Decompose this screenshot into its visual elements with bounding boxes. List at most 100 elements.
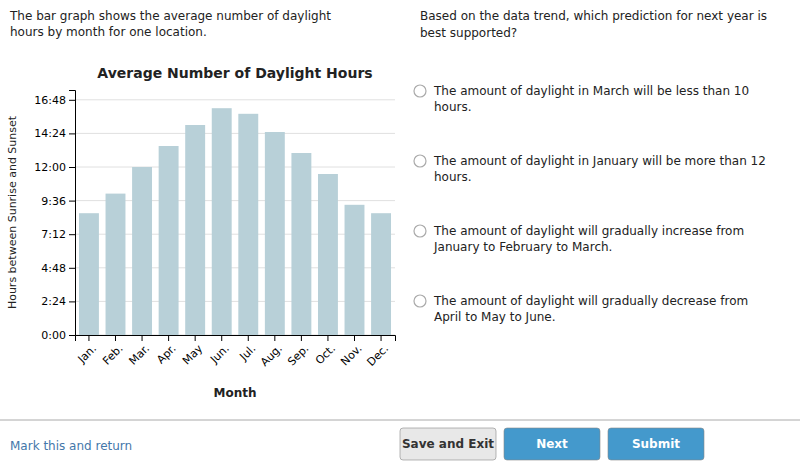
y-tick-label: 4:48 [41, 262, 66, 275]
option-text-line[interactable]: hours. [434, 170, 472, 184]
x-tick: Jan. [75, 335, 99, 366]
x-tick: Jul. [237, 335, 259, 364]
x-tick-label: Sep. [285, 342, 311, 368]
x-tick-mark [221, 335, 222, 341]
x-axis-line [76, 336, 396, 342]
x-tick-label: May [180, 342, 206, 368]
y-tick: 14:24 [34, 127, 75, 140]
button-label[interactable]: Submit [632, 437, 680, 451]
x-tick-label: Dec. [364, 342, 391, 369]
button-box[interactable] [504, 428, 600, 460]
option[interactable]: The amount of daylight in January will b… [414, 154, 766, 184]
button-label[interactable]: Next [536, 437, 568, 451]
bar [185, 125, 205, 335]
x-axis: Jan.Feb.Mar.Apr.MayJun.Jul.Aug.Sep.Oct.N… [75, 335, 396, 369]
y-tick: 4:48 [41, 262, 75, 275]
y-tick: 16:48 [34, 94, 75, 107]
x-tick-label: Feb. [100, 342, 125, 367]
y-tick: 0:00 [41, 329, 75, 342]
x-tick: Oct. [313, 335, 338, 367]
x-axis-title: Month [213, 386, 256, 400]
radio-button[interactable] [414, 85, 426, 97]
bar [106, 194, 126, 335]
bar [132, 167, 152, 335]
question-text: Based on the data trend, which predictio… [420, 9, 767, 40]
bar [79, 213, 99, 335]
option-text-line[interactable]: The amount of daylight will gradually in… [433, 224, 744, 238]
y-tick-label: 0:00 [41, 329, 66, 342]
y-tick-mark [69, 167, 75, 168]
x-tick-mark [88, 335, 89, 341]
y-tick-label: 14:24 [34, 127, 66, 140]
option[interactable]: The amount of daylight will gradually in… [414, 224, 744, 254]
button[interactable]: Next [504, 428, 600, 460]
option-text[interactable]: The amount of daylight in March will be … [433, 84, 749, 114]
x-tick-mark [142, 335, 143, 341]
question-text-line: Based on the data trend, which predictio… [420, 9, 767, 23]
grid [75, 100, 395, 335]
option-text-line[interactable]: January to February to March. [433, 240, 612, 254]
radio-button[interactable] [414, 155, 426, 167]
button-label[interactable]: Save and Exit [402, 437, 494, 451]
option-text-line[interactable]: hours. [434, 100, 472, 114]
button[interactable]: Submit [608, 428, 704, 460]
x-tick-mark [115, 335, 116, 341]
option-text[interactable]: The amount of daylight will gradually de… [433, 294, 748, 324]
x-tick: Nov. [338, 335, 364, 368]
x-tick-label: Oct. [313, 342, 338, 367]
option-text-line[interactable]: The amount of daylight in March will be … [433, 84, 749, 98]
page: The bar graph shows the average number o… [0, 0, 800, 473]
option-text-line[interactable]: April to May to June. [434, 310, 556, 324]
bar [318, 174, 338, 335]
intro-text-line: hours by month for one location. [10, 25, 207, 39]
y-tick: 9:36 [41, 195, 75, 208]
y-tick-mark [69, 234, 75, 235]
chart-title: Average Number of Daylight Hours [97, 65, 372, 81]
grid-line [75, 167, 395, 168]
option-text[interactable]: The amount of daylight in January will b… [433, 154, 766, 184]
option[interactable]: The amount of daylight will gradually de… [414, 294, 748, 324]
y-axis: 0:002:244:487:129:3612:0014:2416:48 [34, 91, 75, 343]
bar [159, 146, 179, 335]
x-tick-label: Apr. [154, 342, 178, 366]
y-tick-label: 16:48 [34, 94, 66, 107]
option-text-line[interactable]: The amount of daylight will gradually de… [433, 294, 748, 308]
x-tick: Feb. [100, 335, 125, 368]
bar [371, 213, 391, 335]
question-text-line: best supported? [420, 26, 517, 40]
y-tick: 12:00 [34, 161, 75, 174]
button-box[interactable] [608, 428, 704, 460]
x-tick-mark [274, 335, 275, 341]
bar [345, 205, 365, 335]
y-tick: 7:12 [41, 228, 75, 241]
x-tick-mark [327, 335, 328, 341]
y-tick-label: 7:12 [41, 228, 66, 241]
x-tick-label: Jan. [75, 342, 99, 366]
bar [265, 132, 285, 335]
x-tick-label: Aug. [258, 342, 285, 369]
bar [238, 114, 258, 335]
x-tick: Sep. [285, 335, 311, 368]
radio-button[interactable] [414, 225, 426, 237]
x-tick: Aug. [258, 335, 285, 369]
bar [212, 108, 232, 335]
x-tick: Dec. [364, 335, 391, 369]
bar [291, 153, 311, 335]
y-tick-mark [69, 301, 75, 302]
option-text[interactable]: The amount of daylight will gradually in… [433, 224, 744, 254]
radio-button[interactable] [414, 295, 426, 307]
x-tick: May [180, 335, 206, 367]
link[interactable]: Mark this and return [10, 439, 132, 453]
x-tick-mark [381, 335, 382, 341]
y-axis-title: Hours between Sunrise and Sunset [6, 115, 19, 309]
x-tick-label: Mar. [126, 342, 152, 368]
option-text-line[interactable]: The amount of daylight in January will b… [433, 154, 766, 168]
grid-line [75, 133, 395, 134]
x-tick-label: Jul. [237, 342, 259, 364]
y-tick-label: 9:36 [41, 195, 66, 208]
button[interactable]: Save and Exit [400, 428, 496, 460]
button-box[interactable] [400, 428, 496, 460]
x-tick: Mar. [126, 335, 152, 368]
option[interactable]: The amount of daylight in March will be … [414, 84, 749, 114]
x-tick-mark [354, 335, 355, 341]
